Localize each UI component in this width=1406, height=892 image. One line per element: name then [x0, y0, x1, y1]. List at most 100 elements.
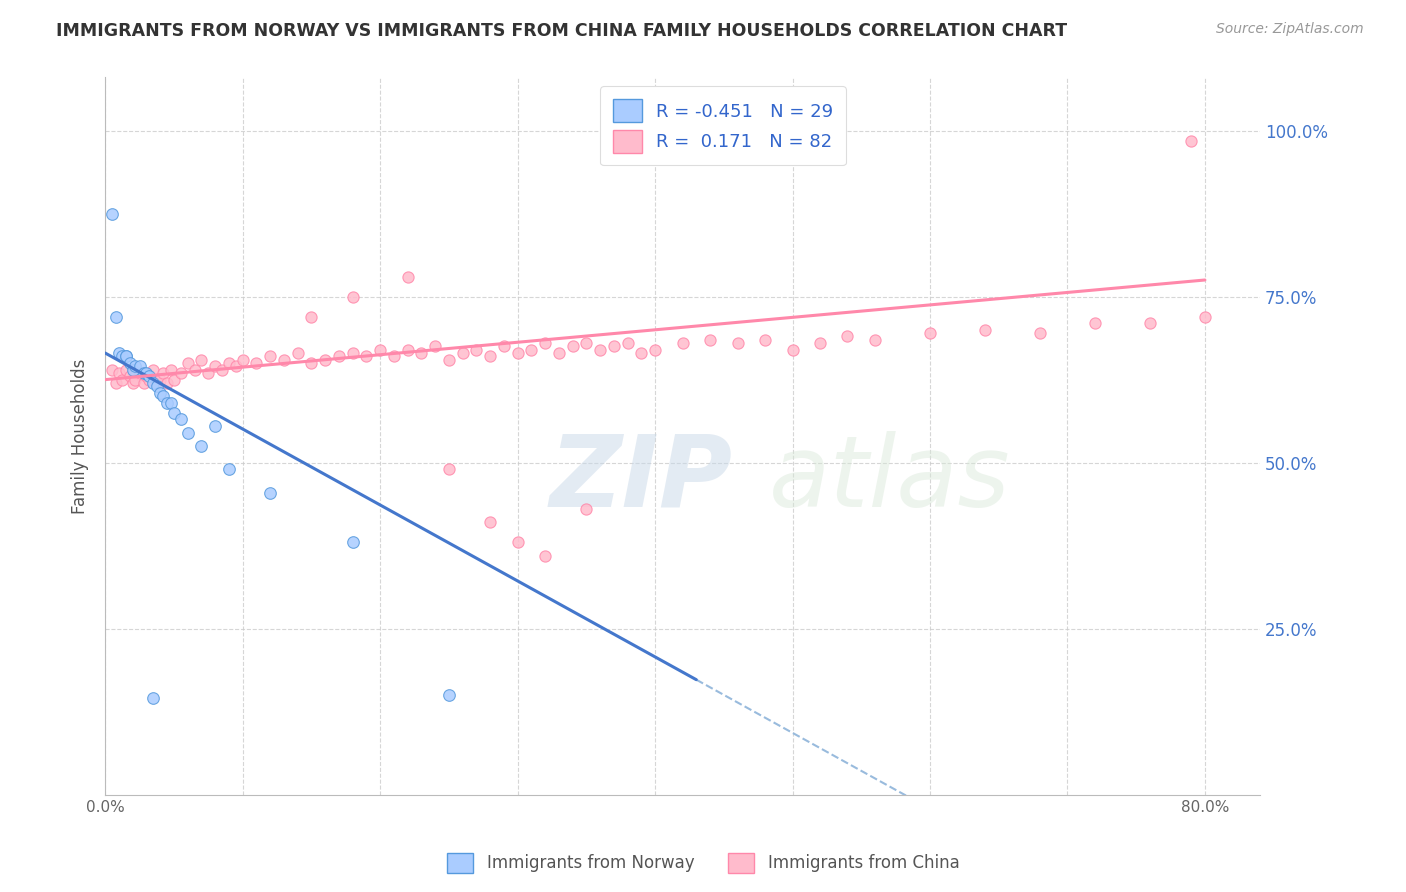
Point — [121, 376, 143, 390]
Point — [506, 346, 529, 360]
Point — [121, 362, 143, 376]
Point — [142, 691, 165, 706]
Point — [465, 343, 488, 357]
Point — [437, 688, 460, 702]
Point — [520, 343, 543, 357]
Point — [142, 376, 165, 390]
Point — [197, 366, 219, 380]
Point — [105, 376, 128, 390]
Text: Source: ZipAtlas.com: Source: ZipAtlas.com — [1216, 22, 1364, 37]
Point — [146, 379, 169, 393]
Point — [101, 362, 124, 376]
Point — [273, 352, 295, 367]
Point — [299, 356, 322, 370]
Point — [124, 359, 146, 374]
Legend: R = -0.451   N = 29, R =  0.171   N = 82: R = -0.451 N = 29, R = 0.171 N = 82 — [600, 87, 846, 165]
Y-axis label: Family Households: Family Households — [72, 359, 89, 514]
Point — [506, 535, 529, 549]
Point — [146, 376, 169, 390]
Point — [128, 366, 150, 380]
Point — [114, 350, 136, 364]
Point — [118, 369, 141, 384]
Point — [603, 339, 626, 353]
Point — [451, 346, 474, 360]
Point — [342, 346, 364, 360]
Point — [837, 329, 859, 343]
Point — [105, 310, 128, 324]
Point — [1029, 326, 1052, 340]
Point — [644, 343, 666, 357]
Point — [108, 346, 131, 360]
Point — [575, 336, 598, 351]
Point — [152, 389, 174, 403]
Point — [368, 343, 391, 357]
Point — [342, 290, 364, 304]
Point — [232, 352, 254, 367]
Point — [176, 356, 198, 370]
Point — [128, 359, 150, 374]
Point — [616, 336, 638, 351]
Point — [218, 356, 240, 370]
Point — [396, 343, 419, 357]
Point — [170, 366, 193, 380]
Point — [152, 366, 174, 380]
Point — [156, 396, 179, 410]
Point — [190, 352, 212, 367]
Point — [754, 333, 776, 347]
Point — [396, 269, 419, 284]
Point — [437, 352, 460, 367]
Point — [808, 336, 831, 351]
Point — [163, 406, 186, 420]
Point — [163, 373, 186, 387]
Point — [534, 336, 557, 351]
Point — [479, 516, 502, 530]
Point — [245, 356, 267, 370]
Point — [156, 376, 179, 390]
Point — [225, 359, 247, 374]
Point — [183, 362, 205, 376]
Point — [211, 362, 233, 376]
Point — [218, 462, 240, 476]
Point — [492, 339, 515, 353]
Point — [108, 366, 131, 380]
Point — [437, 462, 460, 476]
Text: ZIP: ZIP — [550, 431, 733, 527]
Point — [259, 350, 281, 364]
Point — [534, 549, 557, 563]
Point — [132, 376, 155, 390]
Text: IMMIGRANTS FROM NORWAY VS IMMIGRANTS FROM CHINA FAMILY HOUSEHOLDS CORRELATION CH: IMMIGRANTS FROM NORWAY VS IMMIGRANTS FRO… — [56, 22, 1067, 40]
Point — [138, 373, 160, 387]
Point — [132, 366, 155, 380]
Point — [170, 412, 193, 426]
Point — [974, 323, 997, 337]
Point — [479, 350, 502, 364]
Point — [1084, 316, 1107, 330]
Point — [423, 339, 446, 353]
Point — [299, 310, 322, 324]
Point — [547, 346, 569, 360]
Text: atlas: atlas — [769, 431, 1011, 527]
Point — [1139, 316, 1161, 330]
Point — [314, 352, 336, 367]
Point — [138, 369, 160, 384]
Point — [630, 346, 652, 360]
Legend: Immigrants from Norway, Immigrants from China: Immigrants from Norway, Immigrants from … — [440, 847, 966, 880]
Point — [356, 350, 378, 364]
Point — [782, 343, 804, 357]
Point — [160, 396, 183, 410]
Point — [101, 206, 124, 220]
Point — [176, 425, 198, 440]
Point — [411, 346, 433, 360]
Point — [1180, 134, 1202, 148]
Point — [160, 362, 183, 376]
Point — [142, 362, 165, 376]
Point — [259, 485, 281, 500]
Point — [190, 439, 212, 453]
Point — [204, 359, 226, 374]
Point — [1194, 310, 1216, 324]
Point — [118, 356, 141, 370]
Point — [863, 333, 886, 347]
Point — [589, 343, 612, 357]
Point — [727, 336, 749, 351]
Point — [114, 350, 136, 364]
